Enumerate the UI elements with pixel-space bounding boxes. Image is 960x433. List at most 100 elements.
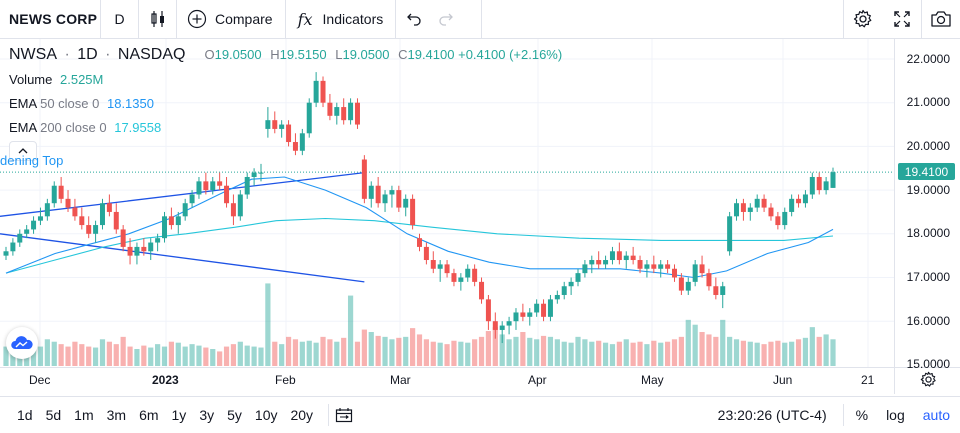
symbol-search-input[interactable]: NEWS CORP <box>0 0 101 38</box>
volume-bar <box>761 344 767 366</box>
candle-body <box>175 216 181 226</box>
volume-bar <box>237 341 243 366</box>
undo-redo-group <box>396 0 483 38</box>
candle-body <box>768 207 774 217</box>
candle-body <box>575 273 581 282</box>
chart-pane[interactable] <box>0 39 960 394</box>
candle-body <box>127 246 133 256</box>
log-scale-toggle[interactable]: log <box>886 407 905 423</box>
price-tick: 17.0000 <box>906 270 950 284</box>
symbol-title[interactable]: NWSA · 1D · NASDAQ <box>9 46 186 63</box>
volume-bar <box>327 339 333 366</box>
time-tick: 21 <box>861 373 875 387</box>
volume-bar <box>148 347 154 366</box>
range-1m-button[interactable]: 1m <box>74 407 94 423</box>
chart-type-button[interactable] <box>139 0 177 38</box>
candle-body <box>720 286 726 295</box>
volume-bar <box>651 340 657 366</box>
range-5y-button[interactable]: 5y <box>227 407 242 423</box>
range-1y-button[interactable]: 1y <box>171 407 187 423</box>
candle-body <box>361 159 367 199</box>
candle-body <box>189 194 195 204</box>
candle-body <box>582 264 588 274</box>
collapse-legend-button[interactable] <box>9 141 37 161</box>
ema50-value: 18.1350 <box>106 96 154 111</box>
clock-timezone[interactable]: 23:20:26 (UTC-4) <box>717 407 827 423</box>
volume-bar <box>182 346 188 366</box>
price-chart[interactable] <box>0 39 960 394</box>
range-3y-button[interactable]: 3y <box>199 407 215 423</box>
volume-bar <box>341 337 347 366</box>
candle-body <box>444 264 450 274</box>
ema200-label: EMA <box>9 120 37 135</box>
range-3m-button[interactable]: 3m <box>106 407 127 423</box>
undo-icon[interactable] <box>406 12 422 26</box>
candle-body <box>389 190 395 195</box>
last-price-tag: 19.4100 <box>898 163 955 180</box>
range-20y-button[interactable]: 20y <box>290 407 314 423</box>
indicators-label: Indicators <box>322 11 384 27</box>
candle-body <box>306 102 312 134</box>
volume-bar <box>354 341 361 366</box>
percent-scale-toggle[interactable]: % <box>855 407 869 423</box>
candle-body <box>678 277 684 291</box>
candle-body <box>561 286 567 295</box>
legend: NWSA · 1D · NASDAQ O19.0500 H19.5150 L19… <box>9 46 562 70</box>
candle-body <box>685 281 691 291</box>
settings-button[interactable] <box>843 0 882 38</box>
interval-button[interactable]: D <box>101 0 139 38</box>
time-tick: Jun <box>773 373 793 387</box>
volume-bar <box>113 344 119 366</box>
ohlc-values: O19.0500 H19.5150 L19.0500 C19.4100 +0.4… <box>199 47 562 62</box>
range-10y-button[interactable]: 10y <box>254 407 278 423</box>
auto-scale-toggle[interactable]: auto <box>922 407 950 423</box>
goto-date-button[interactable] <box>335 407 353 423</box>
pattern-label[interactable]: dening Top <box>0 153 64 168</box>
price-tick: 16.0000 <box>906 314 950 328</box>
candle-body <box>609 251 615 261</box>
volume-bar <box>396 337 402 366</box>
volume-value: 2.525M <box>60 72 104 87</box>
fullscreen-button[interactable] <box>882 0 921 38</box>
volume-bar <box>3 346 9 366</box>
range-1d-button[interactable]: 1d <box>17 407 33 423</box>
redo-icon[interactable] <box>438 12 454 26</box>
candle-body <box>44 203 50 217</box>
candle-body <box>499 325 505 330</box>
volume-bar <box>465 342 471 366</box>
open-value: 19.0500 <box>214 47 262 62</box>
candle-body <box>286 124 292 143</box>
volume-bar <box>727 336 733 366</box>
ema200-legend[interactable]: EMA 200 close 0 17.9558 <box>9 120 161 135</box>
candle-body <box>24 229 30 234</box>
indicators-button[interactable]: fx Indicators <box>286 0 397 38</box>
candle-body <box>65 198 71 208</box>
exchange-label: NASDAQ <box>117 46 186 63</box>
axis-settings-button[interactable] <box>920 371 937 393</box>
candle-body <box>479 281 485 300</box>
divider <box>842 404 844 426</box>
candle-body <box>782 211 788 226</box>
volume-bar <box>478 336 485 366</box>
compare-button[interactable]: Compare <box>177 0 286 38</box>
volume-bar <box>410 328 416 366</box>
volume-bar <box>306 340 312 366</box>
volume-legend[interactable]: Volume 2.525M <box>9 72 103 87</box>
bottom-toolbar: 1d 5d 1m 3m 6m 1y 3y 5y 10y 20y 23:20:26… <box>0 396 960 433</box>
ema50-legend[interactable]: EMA 50 close 0 18.1350 <box>9 96 154 111</box>
volume-bar <box>58 344 64 366</box>
candle-body <box>761 198 767 208</box>
candle-body <box>644 264 650 269</box>
snapshot-button[interactable] <box>921 0 960 38</box>
candle-body <box>713 286 719 295</box>
volume-bar <box>382 336 388 366</box>
volume-bar <box>368 332 374 366</box>
candle-body <box>417 238 422 247</box>
candle-body <box>86 225 92 234</box>
price-tick: 22.0000 <box>906 52 950 66</box>
tradingview-logo[interactable] <box>6 327 38 359</box>
candle-body <box>775 216 781 226</box>
range-5d-button[interactable]: 5d <box>45 407 62 423</box>
volume-bar <box>444 344 450 366</box>
range-6m-button[interactable]: 6m <box>139 407 159 423</box>
